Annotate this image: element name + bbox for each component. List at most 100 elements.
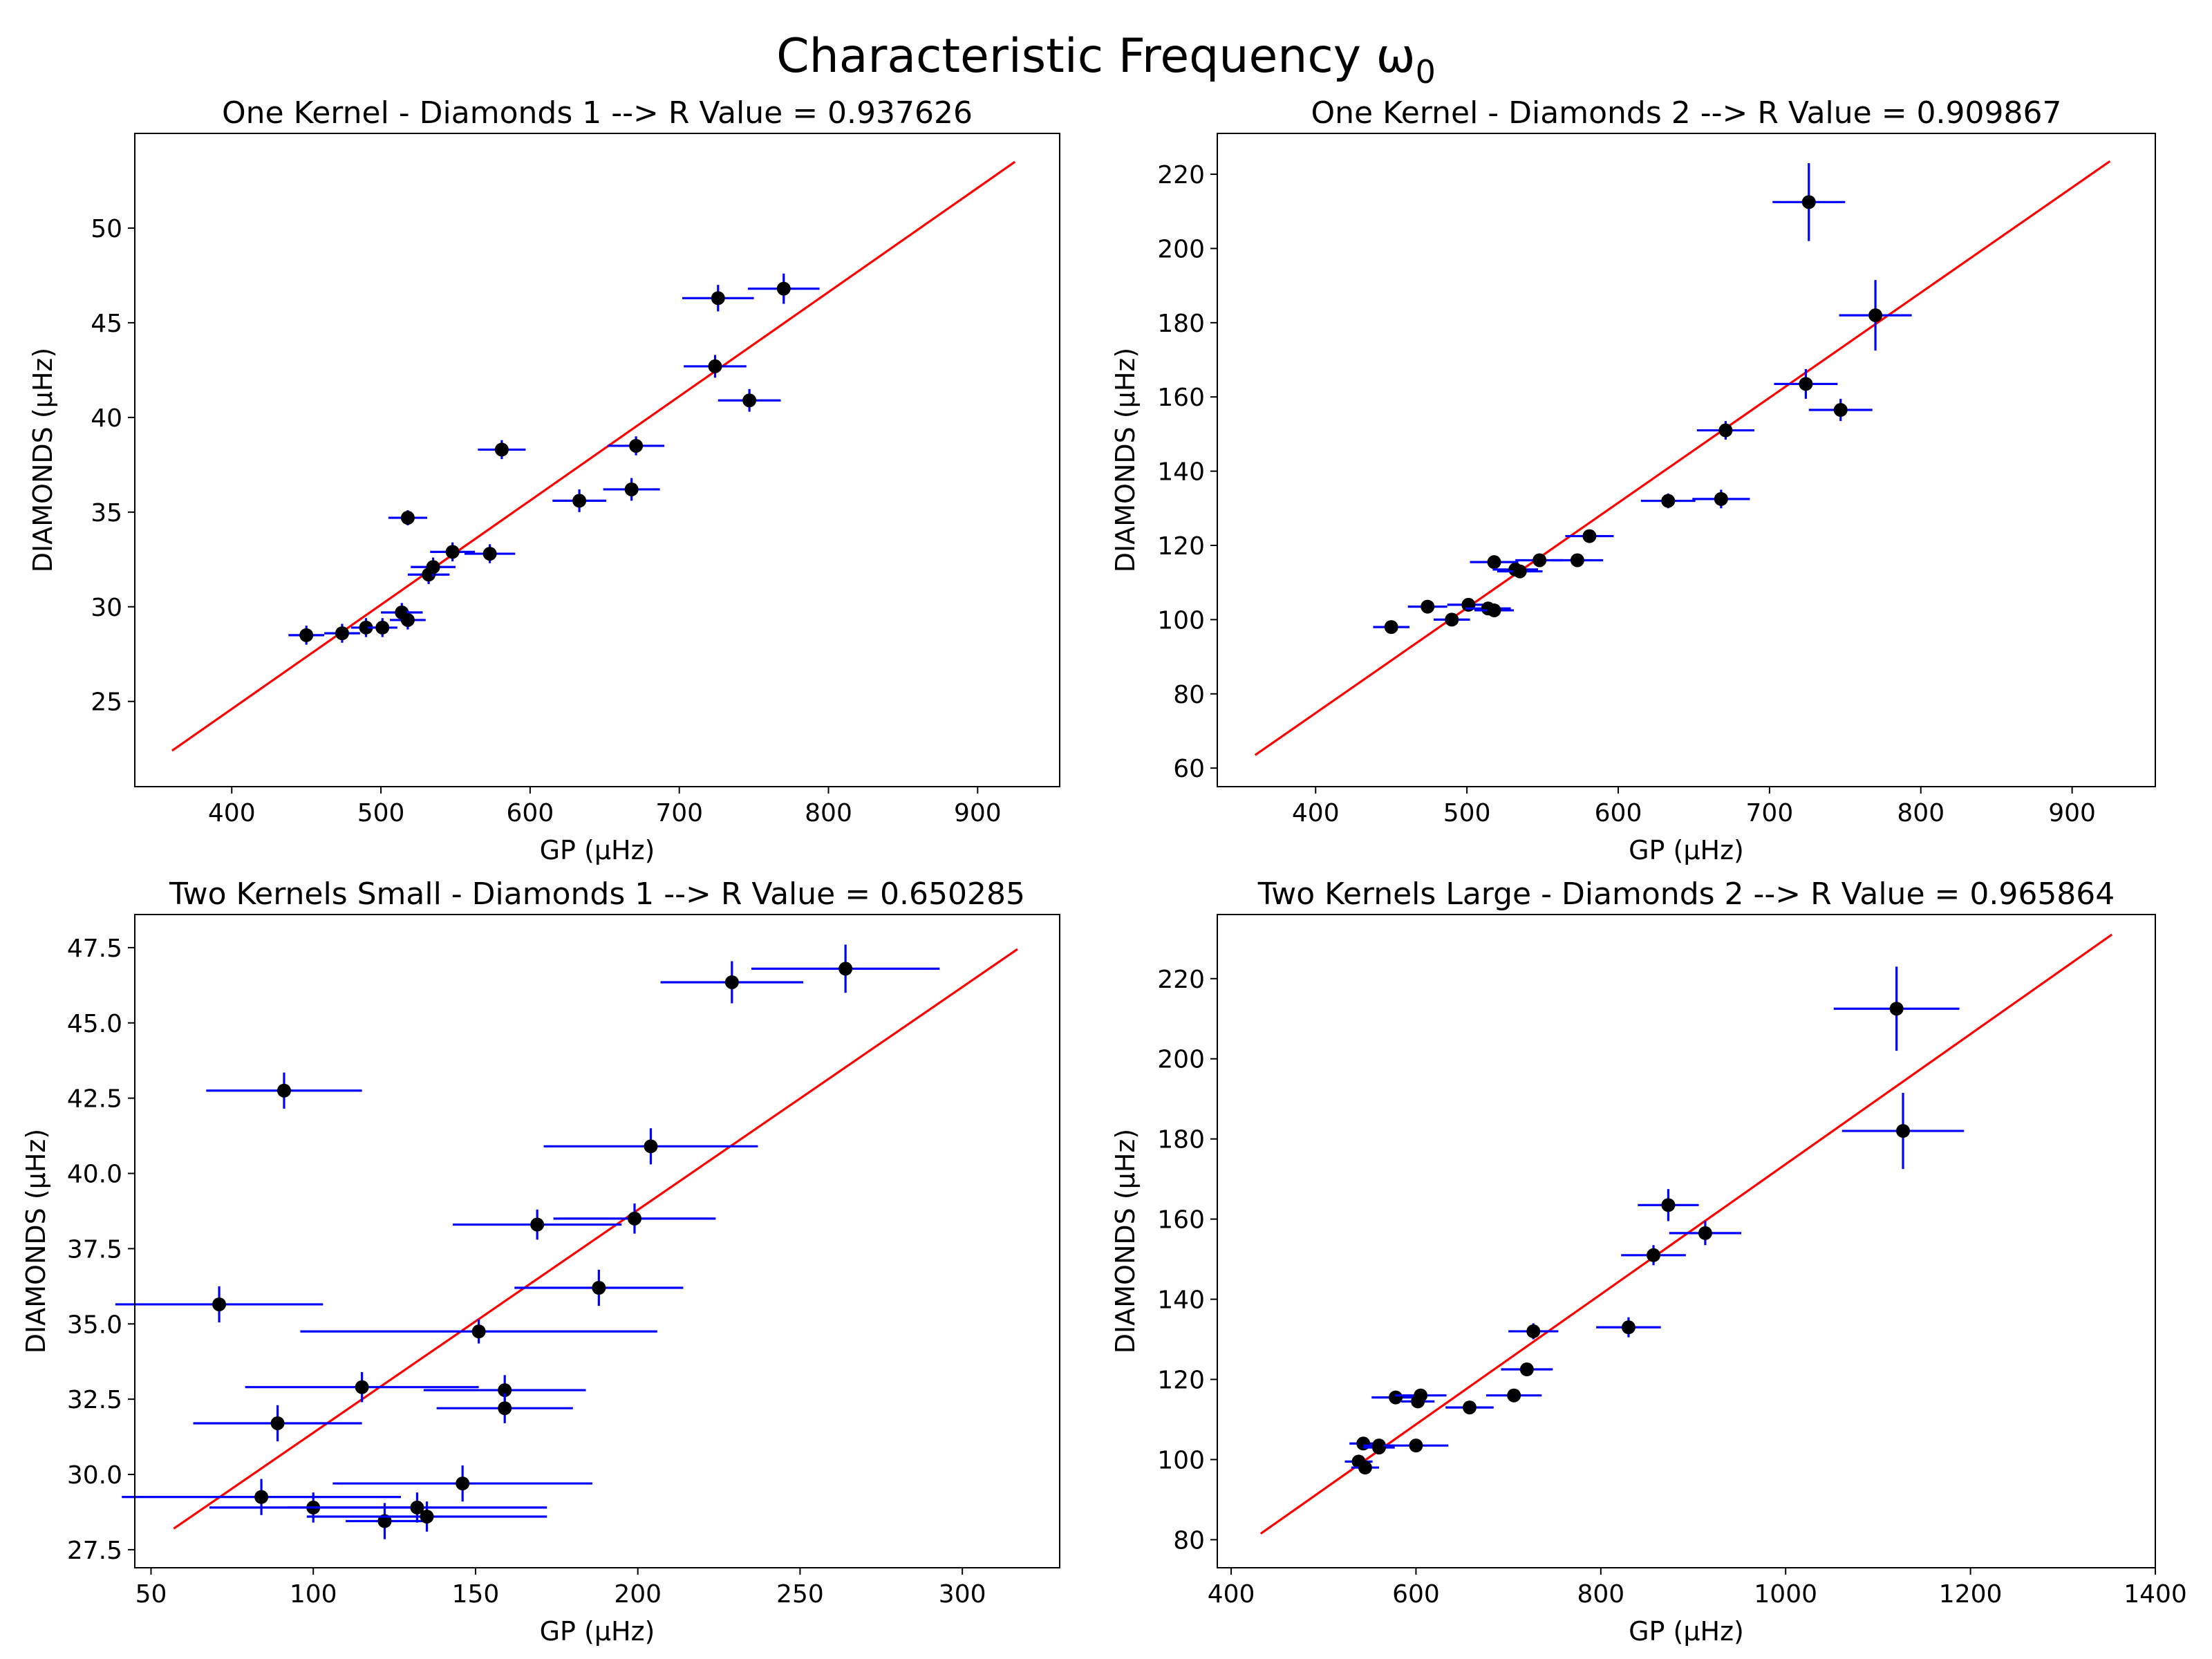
data-point [411, 557, 456, 577]
data-point [245, 1371, 479, 1403]
y-tick-label: 47.5 [67, 935, 122, 963]
data-point [1407, 599, 1447, 614]
y-tick-label: 30.0 [67, 1461, 122, 1490]
point-marker [711, 291, 725, 306]
data-point [306, 1501, 547, 1532]
data-point [122, 1479, 401, 1515]
x-tick-label: 600 [507, 799, 554, 827]
point-marker [1621, 1320, 1635, 1335]
data-point [682, 285, 754, 312]
data-point [1833, 966, 1960, 1051]
x-tick-label: 900 [2048, 799, 2096, 827]
panel-two-kernels-small-diamonds-1: Two Kernels Small - Diamonds 1 --> R Val… [21, 877, 1060, 1647]
point-marker [1661, 494, 1676, 508]
point-marker [1371, 1441, 1386, 1455]
point-marker [375, 620, 390, 635]
x-axis-label: GP (μHz) [540, 835, 655, 865]
x-tick-label: 1200 [1939, 1580, 2003, 1609]
point-marker [1487, 603, 1501, 617]
x-tick-label: 400 [1208, 1580, 1255, 1609]
point-marker [1868, 308, 1883, 323]
data-point [367, 618, 397, 637]
point-marker [299, 628, 314, 642]
data-point [1808, 398, 1873, 422]
data-point [1841, 1092, 1965, 1170]
data-point [1596, 1317, 1661, 1338]
point-marker [1445, 612, 1459, 627]
y-axis-label: DIAMONDS (μHz) [28, 348, 58, 572]
x-tick-label: 100 [290, 1580, 337, 1609]
point-marker [400, 511, 415, 525]
data-point [1486, 1388, 1542, 1403]
point-marker [426, 560, 440, 574]
y-tick-label: 30 [91, 594, 122, 622]
point-marker [355, 1380, 369, 1394]
point-marker [482, 547, 497, 561]
data-point [1696, 421, 1754, 440]
data-point [1508, 1323, 1559, 1340]
point-marker [1414, 1388, 1428, 1403]
point-marker [471, 1324, 486, 1339]
figure-title: Characteristic Frequency ω0 [776, 29, 1436, 91]
x-tick-label: 400 [1292, 799, 1340, 827]
data-point [436, 1393, 573, 1423]
data-point [350, 618, 382, 637]
x-axis-label: GP (μHz) [1629, 1616, 1744, 1647]
panel-one-kernel-diamonds-1: One Kernel - Diamonds 1 --> R Value = 0.… [28, 95, 1060, 865]
point-marker [410, 1500, 424, 1515]
point-marker [708, 359, 722, 373]
point-marker [1507, 1388, 1521, 1403]
data-point [1551, 553, 1604, 568]
data-point [514, 1269, 684, 1306]
y-tick-label: 40.0 [67, 1161, 122, 1189]
data-point [751, 944, 940, 993]
point-marker [1487, 555, 1501, 570]
x-tick-label: 500 [357, 799, 405, 827]
data-point [747, 273, 820, 304]
data-point [718, 388, 781, 412]
point-marker [1799, 377, 1813, 391]
data-point [206, 1072, 362, 1109]
y-tick-label: 25 [91, 688, 122, 717]
point-marker [1801, 195, 1816, 209]
data-point [1772, 162, 1846, 241]
x-tick-label: 500 [1443, 799, 1491, 827]
data-point [478, 440, 526, 460]
point-marker [1661, 1198, 1676, 1212]
point-marker [624, 482, 639, 496]
data-point [1474, 603, 1514, 617]
y-tick-label: 45.0 [67, 1010, 122, 1038]
panel-title: One Kernel - Diamonds 2 --> R Value = 0.… [1311, 95, 2062, 131]
data-point [332, 1465, 592, 1502]
x-tick-label: 700 [655, 799, 703, 827]
y-tick-label: 160 [1157, 1206, 1205, 1235]
data-point [288, 626, 325, 645]
point-marker [420, 1509, 434, 1524]
data-point [430, 542, 476, 562]
point-marker [498, 1401, 512, 1416]
y-tick-label: 80 [1173, 1526, 1205, 1555]
point-marker [456, 1477, 470, 1491]
data-point [1433, 612, 1470, 627]
x-tick-label: 800 [1577, 1580, 1624, 1609]
point-marker [1533, 553, 1547, 568]
point-marker [494, 442, 509, 457]
point-marker [629, 438, 644, 453]
axes-frame [134, 914, 1060, 1568]
x-tick-label: 600 [1392, 1580, 1440, 1609]
point-marker [1421, 599, 1435, 614]
point-marker [498, 1383, 512, 1398]
data-point [543, 1128, 758, 1165]
point-marker [592, 1281, 606, 1295]
axes-frame [1217, 133, 2156, 787]
point-marker [1718, 423, 1733, 438]
data-point [1692, 489, 1750, 509]
y-tick-label: 160 [1157, 384, 1205, 412]
x-tick-label: 700 [1746, 799, 1794, 827]
data-point [1470, 555, 1519, 570]
data-point [1363, 1441, 1395, 1455]
x-tick-label: 1400 [2124, 1580, 2187, 1609]
data-point [1445, 1400, 1494, 1415]
x-tick-label: 50 [135, 1580, 167, 1609]
